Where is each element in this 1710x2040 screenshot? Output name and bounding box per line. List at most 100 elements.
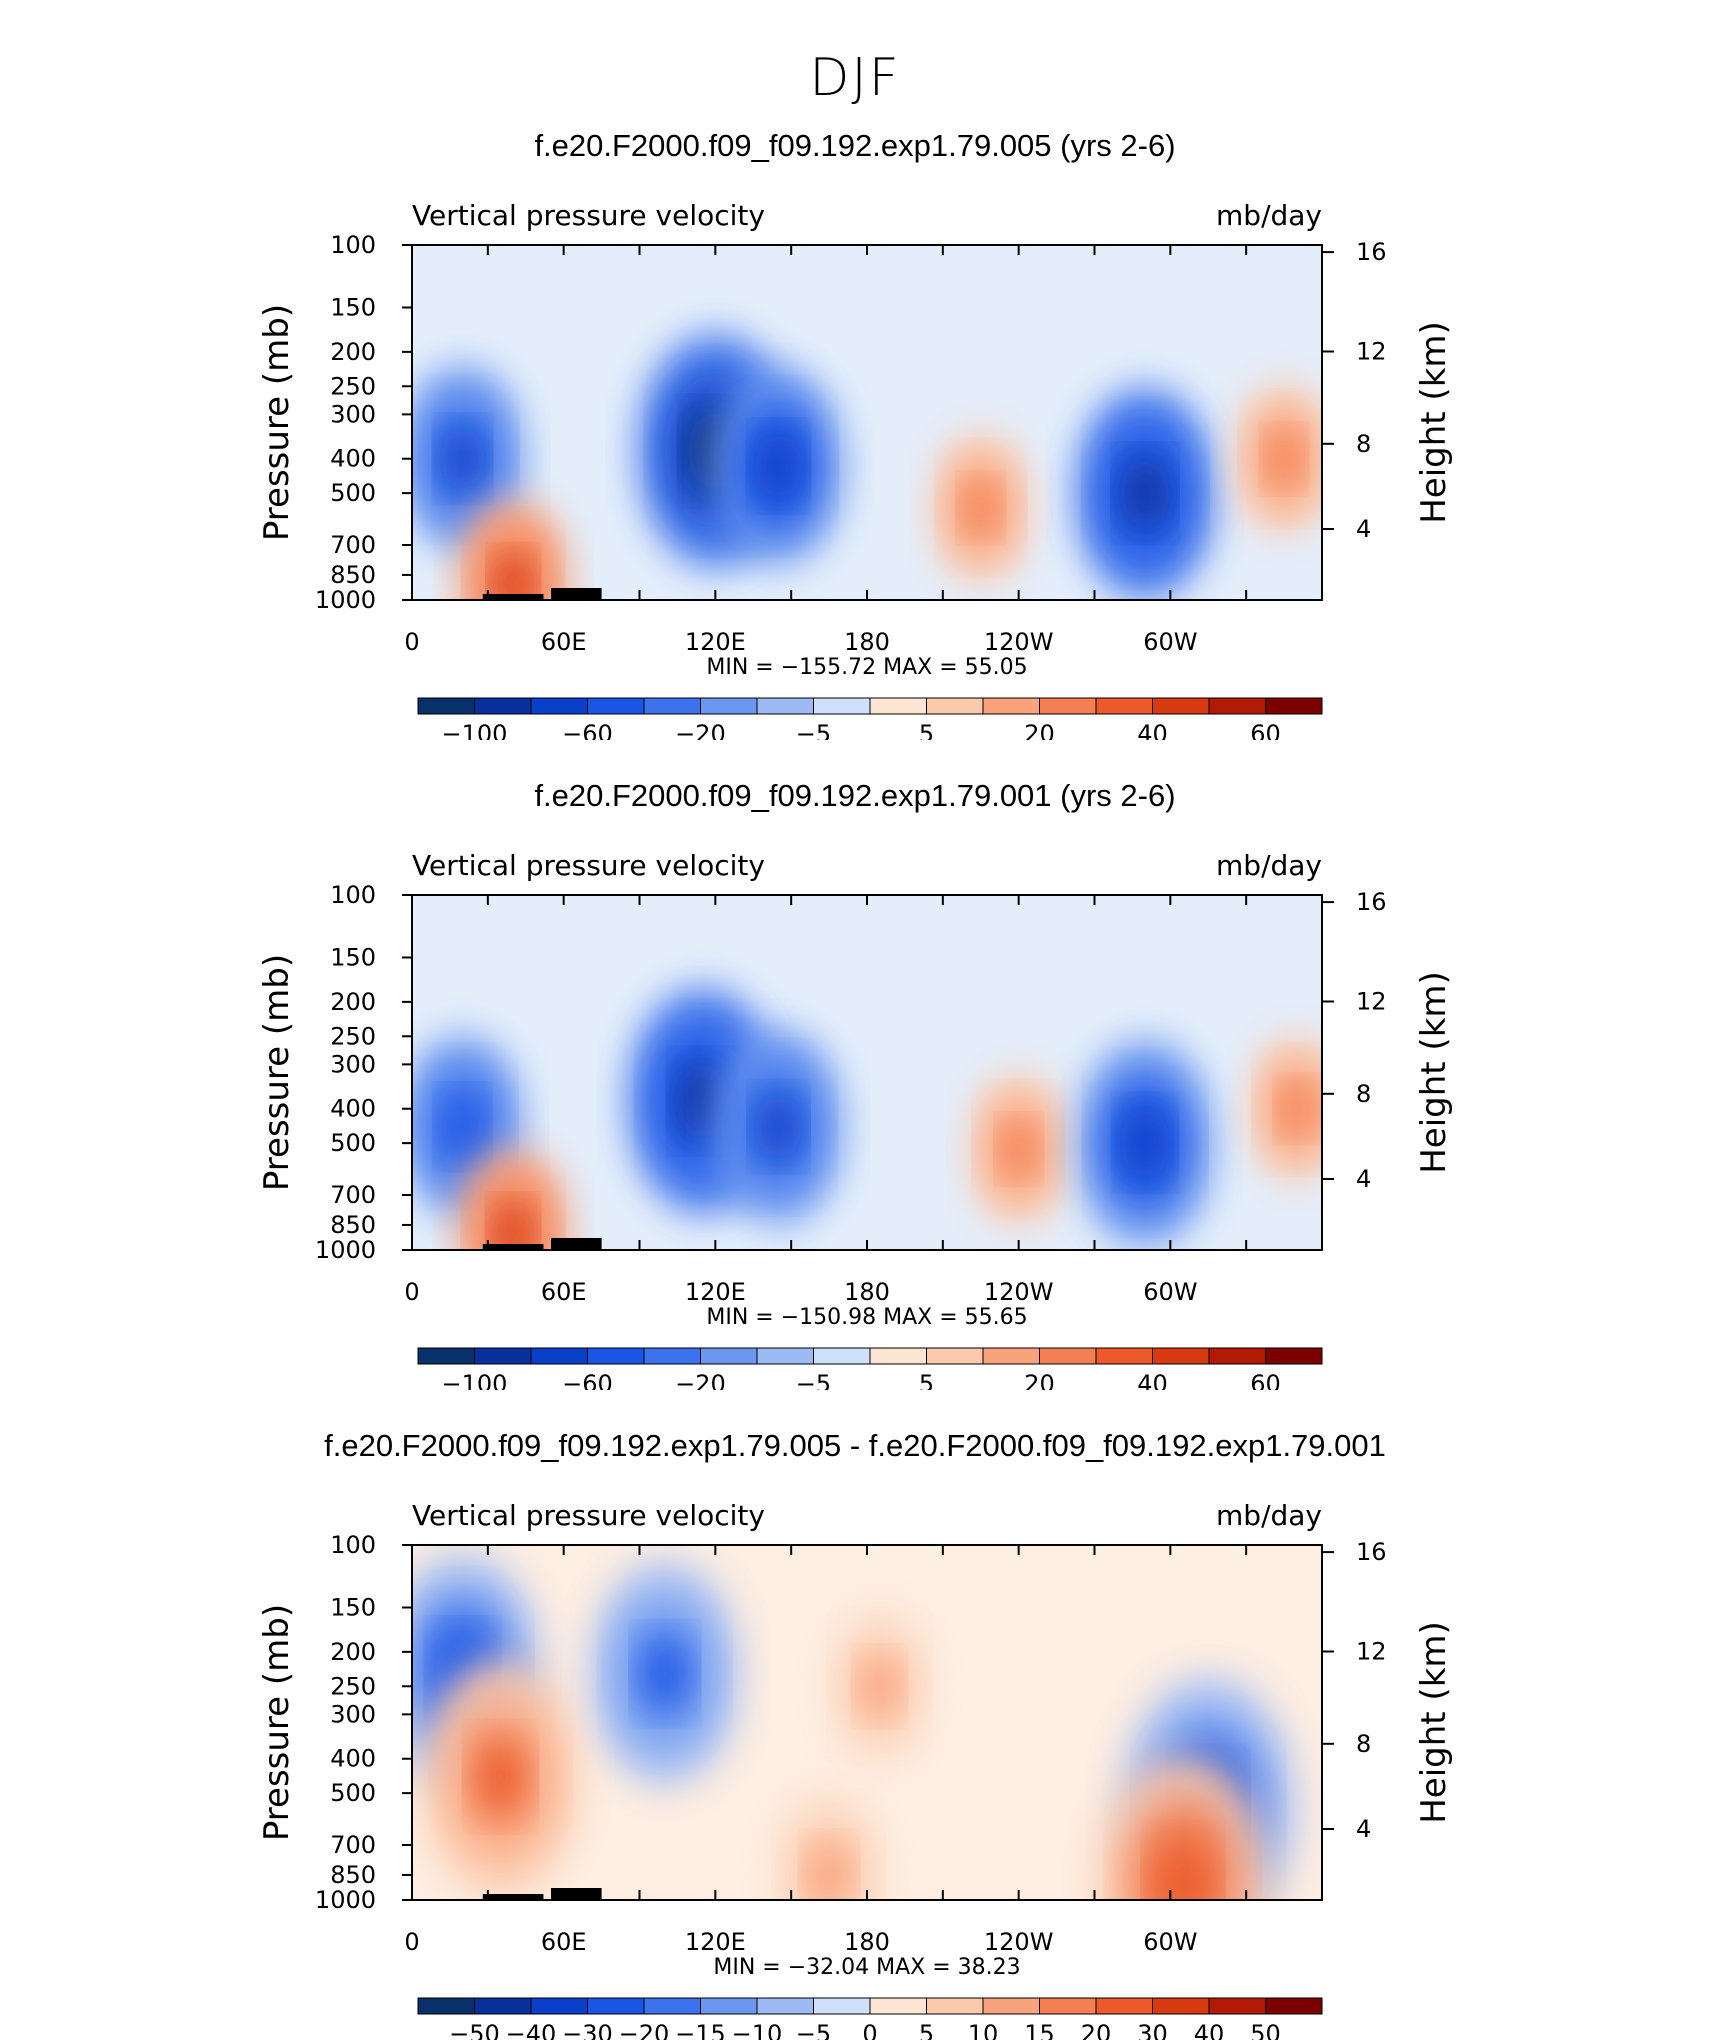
- y2-tick-label: 4: [1356, 515, 1371, 543]
- y-tick-label: 1000: [315, 586, 376, 614]
- y-tick-label: 700: [330, 531, 376, 559]
- y-tick-label: 850: [330, 1861, 376, 1889]
- y-axis-label: Pressure (mb): [257, 304, 297, 541]
- colorbar-label: −40: [506, 2020, 557, 2040]
- colorbar-swatch: [700, 1997, 758, 2015]
- y-tick-label: 500: [330, 479, 376, 507]
- ascent-region: [755, 431, 802, 502]
- colorbar-label: −30: [562, 2020, 613, 2040]
- descent-region: [962, 480, 999, 535]
- x-tick-label: 60E: [541, 628, 587, 656]
- y2-tick-label: 12: [1356, 1638, 1387, 1666]
- x-tick-label: 180: [844, 1928, 890, 1956]
- y2-tick-label: 16: [1356, 1538, 1387, 1566]
- colorbar-swatch: [587, 697, 645, 715]
- colorbar-label: −100: [442, 1370, 508, 1390]
- ascent-region: [755, 1092, 802, 1162]
- colorbar-swatch: [1265, 1347, 1323, 1365]
- colorbar-label: −5: [796, 1370, 831, 1390]
- colorbar-swatch: [869, 1347, 927, 1365]
- colorbar-swatch: [643, 1997, 701, 2015]
- chart-panel: f.e20.F2000.f09_f09.192.exp1.79.001 (yrs…: [0, 750, 1710, 1390]
- colorbar-swatch: [1265, 697, 1323, 715]
- y-axis-label: Pressure (mb): [257, 954, 297, 1191]
- colorbar-swatch: [869, 1997, 927, 2015]
- x-tick-label: 0: [404, 628, 419, 656]
- y-tick-label: 200: [330, 1638, 376, 1666]
- colorbar-swatch: [1095, 1347, 1153, 1365]
- colorbar-label: 15: [1024, 2020, 1055, 2040]
- colorbar-swatch: [643, 1347, 701, 1365]
- y2-tick-label: 16: [1356, 238, 1387, 266]
- y-tick-label: 850: [330, 561, 376, 589]
- y2-tick-label: 8: [1356, 1080, 1371, 1108]
- colorbar-swatch: [982, 1347, 1040, 1365]
- colorbar-swatch: [869, 697, 927, 715]
- y2-tick-label: 16: [1356, 888, 1387, 916]
- colorbar-swatch: [474, 1347, 532, 1365]
- x-tick-label: 60E: [541, 1278, 587, 1306]
- x-tick-label: 120W: [984, 1278, 1054, 1306]
- colorbar-swatch: [756, 1997, 814, 2015]
- x-tick-label: 120E: [685, 628, 746, 656]
- colorbar-swatch: [1039, 697, 1097, 715]
- panel-title: f.e20.F2000.f09_f09.192.exp1.79.005 - f.…: [324, 1428, 1386, 1463]
- colorbar-label: 30: [1137, 2020, 1168, 2040]
- colorbar-swatch: [474, 697, 532, 715]
- y-tick-label: 100: [330, 881, 376, 909]
- y-tick-label: 100: [330, 1531, 376, 1559]
- y-tick-label: 150: [330, 1594, 376, 1622]
- descent-region: [1152, 1838, 1214, 1900]
- y-tick-label: 700: [330, 1831, 376, 1859]
- y2-tick-label: 12: [1356, 338, 1387, 366]
- colorbar-swatch: [756, 697, 814, 715]
- x-tick-label: 60E: [541, 1928, 587, 1956]
- y-tick-label: 500: [330, 1779, 376, 1807]
- ascent-region: [1120, 455, 1170, 531]
- chart-panel: f.e20.F2000.f09_f09.192.exp1.79.005 (yrs…: [0, 100, 1710, 740]
- colorbar-label: 0: [862, 2020, 877, 2040]
- colorbar-label: 20: [1024, 720, 1055, 740]
- ascent-region: [440, 425, 485, 492]
- y-tick-label: 850: [330, 1211, 376, 1239]
- colorbar-swatch: [813, 1997, 871, 2015]
- y-tick-label: 200: [330, 338, 376, 366]
- colorbar-label: −5: [796, 2020, 831, 2040]
- colorbar-label: −100: [442, 720, 508, 740]
- y-axis-label: Pressure (mb): [257, 1604, 297, 1841]
- colorbar-swatch: [1095, 1997, 1153, 2015]
- figure-title: DJF: [809, 48, 901, 108]
- y-tick-label: 250: [330, 1022, 376, 1050]
- colorbar-swatch: [1265, 1997, 1323, 2015]
- variable-label: Vertical pressure velocity: [412, 199, 765, 232]
- x-tick-label: 120E: [685, 1278, 746, 1306]
- descent-region: [472, 1735, 529, 1819]
- y2-tick-label: 4: [1356, 1815, 1371, 1843]
- y-tick-label: 250: [330, 1672, 376, 1700]
- y-tick-label: 400: [330, 1095, 376, 1123]
- y-tick-label: 300: [330, 1700, 376, 1728]
- y-tick-label: 150: [330, 944, 376, 972]
- x-tick-label: 60W: [1143, 628, 1197, 656]
- variable-label: Vertical pressure velocity: [412, 1499, 765, 1532]
- chart-svg: Vertical pressure velocity mb/day10015020…: [257, 849, 1454, 1390]
- colorbar-swatch: [417, 1347, 475, 1365]
- panel-title: f.e20.F2000.f09_f09.192.exp1.79.001 (yrs…: [534, 778, 1176, 813]
- y2-tick-label: 8: [1356, 1730, 1371, 1758]
- colorbar-label: 20: [1081, 2020, 1112, 2040]
- ascent-region: [638, 1634, 691, 1713]
- topography: [551, 1888, 602, 1900]
- colorbar-swatch: [1208, 1997, 1266, 2015]
- colorbar-swatch: [756, 1347, 814, 1365]
- x-tick-label: 60W: [1143, 1278, 1197, 1306]
- colorbar-label: 40: [1137, 1370, 1168, 1390]
- chart-svg: Vertical pressure velocity mb/day10015020…: [257, 1499, 1454, 2040]
- units-label: mb/day: [1216, 849, 1322, 882]
- colorbar-swatch: [926, 1347, 984, 1365]
- x-tick-label: 0: [404, 1928, 419, 1956]
- colorbar-label: 10: [968, 2020, 999, 2040]
- colorbar-label: 40: [1194, 2020, 1225, 2040]
- colorbar-swatch: [417, 697, 475, 715]
- y-tick-label: 100: [330, 231, 376, 259]
- y2-axis-label: Height (km): [1414, 321, 1454, 524]
